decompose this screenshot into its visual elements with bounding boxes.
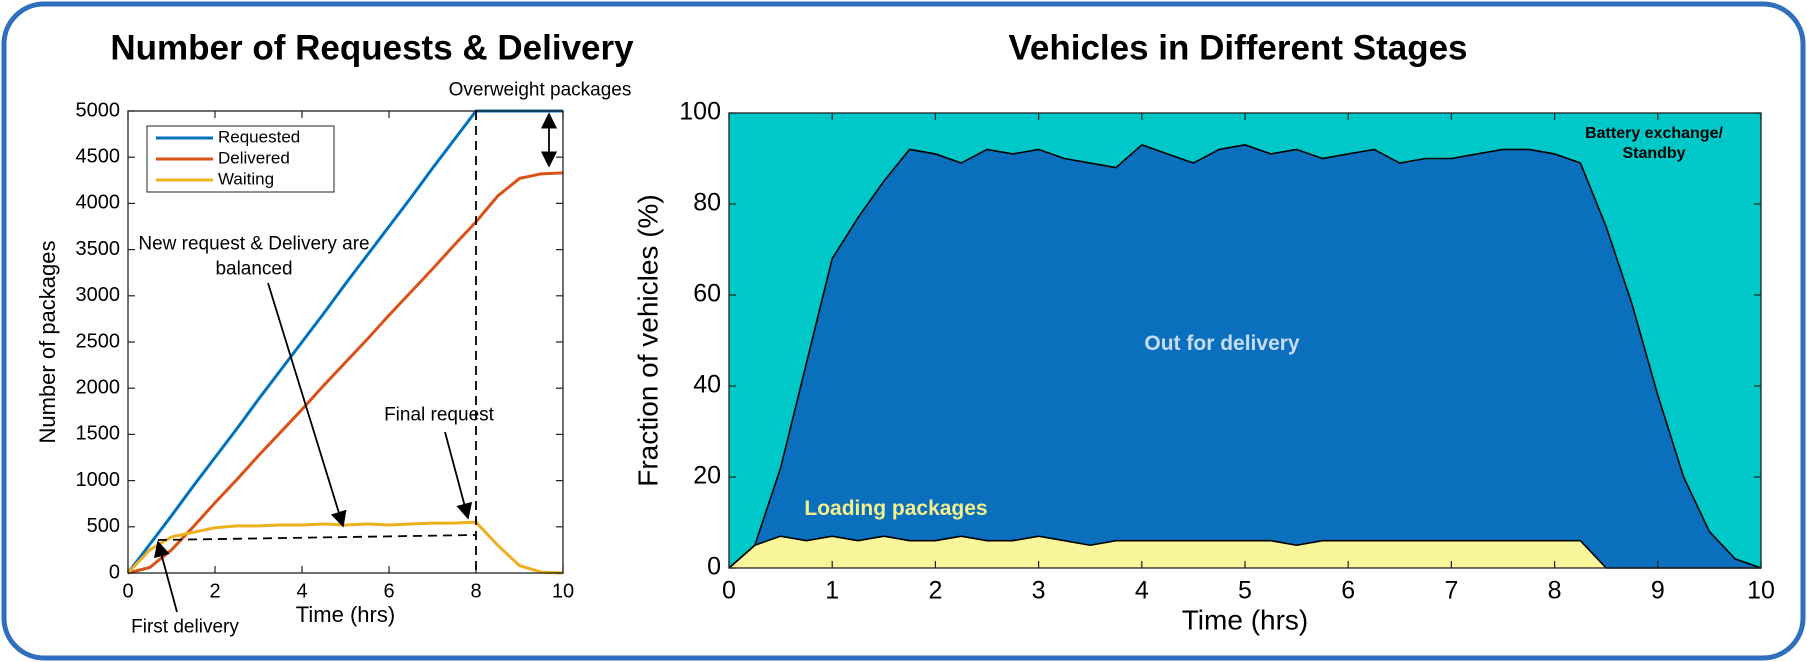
- first-delivery-arrow: [154, 540, 178, 613]
- y-tick-label: 80: [693, 189, 721, 217]
- x-tick-label: 8: [1548, 576, 1562, 604]
- x-tick-label: 4: [296, 580, 307, 602]
- area: [729, 113, 1761, 568]
- x-tick-label: 10: [1747, 576, 1775, 604]
- area-edge: [728, 143, 1762, 569]
- y-tick-label: 1000: [76, 469, 121, 491]
- chart-title: Vehicles in Different Stages: [1008, 28, 1467, 67]
- area: [729, 536, 1761, 568]
- x-tick-label: 1: [825, 576, 839, 604]
- area: [729, 144, 1761, 568]
- y-axis-label: Number of packages: [35, 241, 60, 444]
- x-tick-label: 0: [122, 580, 133, 602]
- x-tick-label: 5: [1238, 576, 1252, 604]
- y-axis-label: Fraction of vehicles (%): [632, 194, 663, 487]
- x-tick-label: 4: [1135, 576, 1149, 604]
- y-tick-label: 2500: [76, 330, 121, 352]
- chart-title: Number of Requests & Delivery: [110, 28, 634, 67]
- annotation: Final request: [384, 404, 494, 426]
- x-axis-label: Time (hrs): [296, 602, 395, 627]
- y-tick-label: 5000: [76, 99, 121, 121]
- area-label: Battery exchange/ Standby: [1585, 125, 1723, 162]
- x-tick-label: 9: [1651, 576, 1665, 604]
- area-edge: [728, 535, 1761, 569]
- balance-arrow: [267, 282, 347, 528]
- x-tick-label: 7: [1444, 576, 1458, 604]
- final-request-arrow: [444, 431, 473, 520]
- y-tick-label: 3000: [76, 284, 121, 306]
- dashed-balance-line: [157, 534, 477, 541]
- y-tick-label: 4000: [76, 192, 121, 214]
- y-tick-label: 1500: [76, 423, 121, 445]
- y-tick-label: 0: [109, 561, 120, 583]
- x-axis-label: Time (hrs): [1182, 604, 1309, 635]
- y-tick-label: 500: [87, 515, 120, 537]
- x-tick-label: 8: [470, 580, 481, 602]
- x-tick-label: 2: [209, 580, 220, 602]
- x-tick-label: 6: [1341, 576, 1355, 604]
- y-tick-label: 60: [693, 280, 721, 308]
- legend-label: Delivered: [218, 148, 290, 167]
- annotation: First delivery: [131, 616, 239, 638]
- area-label: Out for delivery: [1144, 331, 1300, 355]
- x-tick-label: 2: [928, 576, 942, 604]
- y-tick-label: 3500: [76, 238, 121, 260]
- y-tick-label: 0: [707, 553, 721, 581]
- x-tick-label: 10: [552, 580, 574, 602]
- legend-label: Waiting: [218, 169, 274, 188]
- x-tick-label: 6: [383, 580, 394, 602]
- y-tick-label: 2000: [76, 376, 121, 398]
- x-tick-label: 3: [1032, 576, 1046, 604]
- x-tick-label: 0: [722, 576, 736, 604]
- area-label: Loading packages: [804, 496, 988, 520]
- annotation-lines: [154, 111, 558, 613]
- annotation: New request & Delivery are balanced: [138, 233, 370, 279]
- legend-label: Requested: [218, 127, 300, 146]
- y-tick-label: 4500: [76, 145, 121, 167]
- y-tick-label: 20: [693, 462, 721, 490]
- line: [127, 171, 564, 575]
- y-tick-label: 40: [693, 371, 721, 399]
- annotation: Overweight packages: [448, 79, 632, 101]
- y-tick-label: 100: [679, 98, 721, 126]
